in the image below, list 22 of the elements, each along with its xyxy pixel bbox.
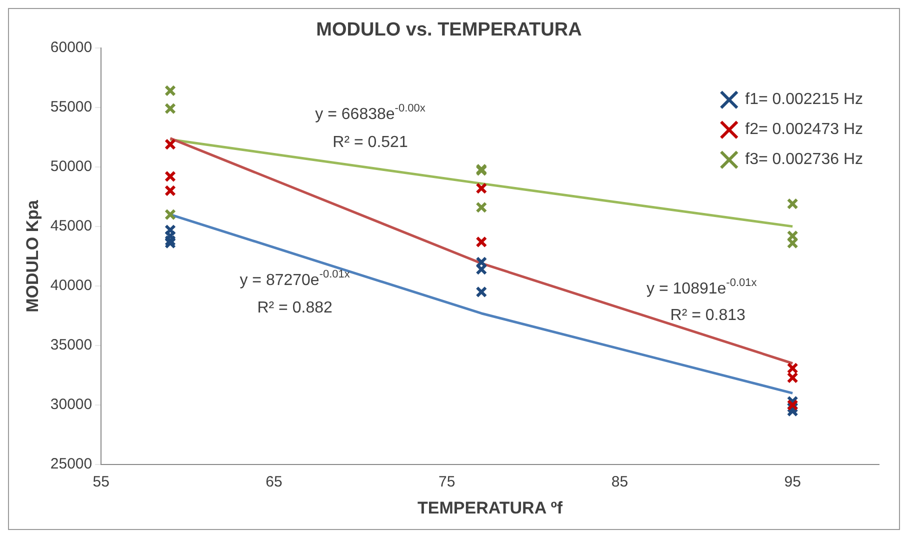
y-tick-label: 55000 [50,98,92,116]
y-tick-label: 60000 [50,38,92,56]
annotation: R² = 0.813 [670,307,746,324]
legend-label: f2= 0.002473 Hz [745,121,864,138]
x-tick-label: 95 [784,474,801,491]
annotation: R² = 0.521 [332,134,408,151]
x-axis-title: TEMPERATURA ºf [418,498,563,518]
chart-title: MODULO vs. TEMPERATURA [316,20,582,41]
x-tick-label: 75 [438,474,456,491]
y-tick-label: 25000 [50,456,92,473]
y-tick-label: 30000 [50,396,92,414]
x-tick-label: 55 [92,474,110,491]
y-tick-label: 40000 [50,277,92,294]
legend-label: f3= 0.002736 Hz [745,151,864,168]
y-tick-label: 50000 [50,158,92,176]
annotation: R² = 0.882 [257,299,332,316]
x-tick-label: 85 [611,474,628,491]
y-tick-label: 35000 [50,336,92,354]
legend-label: f1= 0.002215 Hz [745,91,864,108]
y-tick-label: 45000 [50,218,92,235]
y-axis-title: MODULO Kpa [22,199,42,312]
x-tick-label: 65 [266,474,282,491]
